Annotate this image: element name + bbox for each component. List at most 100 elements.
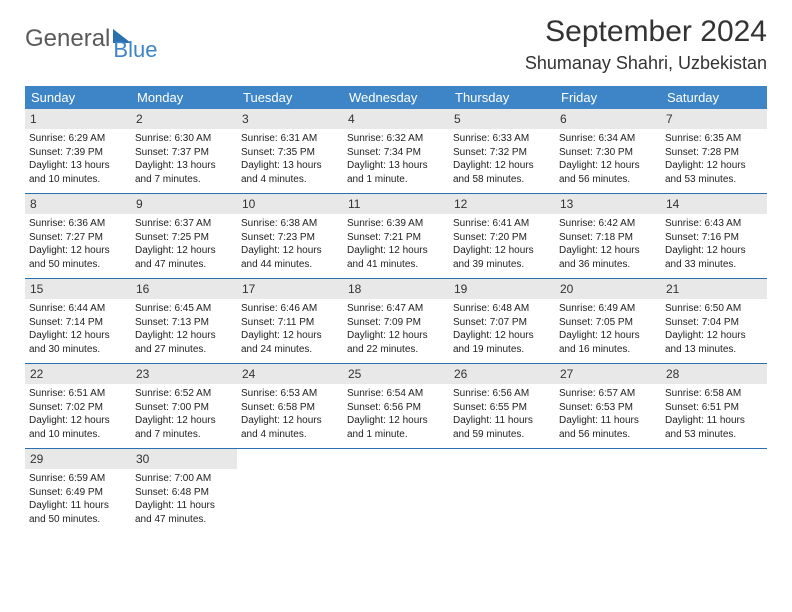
day-cell: 9Sunrise: 6:37 AMSunset: 7:25 PMDaylight… — [131, 194, 237, 278]
empty-cell — [449, 449, 555, 533]
daylight-text: and 27 minutes. — [135, 343, 233, 357]
daylight-text: and 50 minutes. — [29, 513, 127, 527]
sunset-text: Sunset: 7:39 PM — [29, 146, 127, 160]
day-header-row: Sunday Monday Tuesday Wednesday Thursday… — [25, 86, 767, 109]
daylight-text: and 4 minutes. — [241, 173, 339, 187]
week-row: 1Sunrise: 6:29 AMSunset: 7:39 PMDaylight… — [25, 109, 767, 194]
day-cell: 21Sunrise: 6:50 AMSunset: 7:04 PMDayligh… — [661, 279, 767, 363]
daylight-text: Daylight: 11 hours — [29, 499, 127, 513]
day-header: Friday — [555, 86, 661, 109]
sunset-text: Sunset: 6:49 PM — [29, 486, 127, 500]
sunrise-text: Sunrise: 6:35 AM — [665, 132, 763, 146]
daylight-text: Daylight: 12 hours — [665, 159, 763, 173]
weeks-container: 1Sunrise: 6:29 AMSunset: 7:39 PMDaylight… — [25, 109, 767, 533]
daylight-text: Daylight: 12 hours — [135, 414, 233, 428]
sunrise-text: Sunrise: 6:33 AM — [453, 132, 551, 146]
sunset-text: Sunset: 7:04 PM — [665, 316, 763, 330]
daylight-text: and 56 minutes. — [559, 428, 657, 442]
daylight-text: and 30 minutes. — [29, 343, 127, 357]
daylight-text: and 1 minute. — [347, 173, 445, 187]
day-cell: 1Sunrise: 6:29 AMSunset: 7:39 PMDaylight… — [25, 109, 131, 193]
sunset-text: Sunset: 7:11 PM — [241, 316, 339, 330]
sunrise-text: Sunrise: 6:39 AM — [347, 217, 445, 231]
daylight-text: and 1 minute. — [347, 428, 445, 442]
day-cell: 3Sunrise: 6:31 AMSunset: 7:35 PMDaylight… — [237, 109, 343, 193]
sunrise-text: Sunrise: 7:00 AM — [135, 472, 233, 486]
sunset-text: Sunset: 7:07 PM — [453, 316, 551, 330]
daylight-text: and 10 minutes. — [29, 428, 127, 442]
day-cell: 18Sunrise: 6:47 AMSunset: 7:09 PMDayligh… — [343, 279, 449, 363]
daylight-text: Daylight: 12 hours — [29, 329, 127, 343]
day-cell: 6Sunrise: 6:34 AMSunset: 7:30 PMDaylight… — [555, 109, 661, 193]
sunrise-text: Sunrise: 6:53 AM — [241, 387, 339, 401]
day-number: 1 — [25, 109, 131, 129]
daylight-text: and 50 minutes. — [29, 258, 127, 272]
day-number: 19 — [449, 279, 555, 299]
day-cell: 16Sunrise: 6:45 AMSunset: 7:13 PMDayligh… — [131, 279, 237, 363]
day-number: 2 — [131, 109, 237, 129]
daylight-text: and 47 minutes. — [135, 258, 233, 272]
day-number: 3 — [237, 109, 343, 129]
day-header: Thursday — [449, 86, 555, 109]
calendar: Sunday Monday Tuesday Wednesday Thursday… — [25, 86, 767, 533]
sunset-text: Sunset: 7:00 PM — [135, 401, 233, 415]
sunset-text: Sunset: 7:13 PM — [135, 316, 233, 330]
daylight-text: and 58 minutes. — [453, 173, 551, 187]
sunrise-text: Sunrise: 6:58 AM — [665, 387, 763, 401]
empty-cell — [237, 449, 343, 533]
daylight-text: Daylight: 12 hours — [241, 244, 339, 258]
week-row: 29Sunrise: 6:59 AMSunset: 6:49 PMDayligh… — [25, 449, 767, 533]
sunrise-text: Sunrise: 6:42 AM — [559, 217, 657, 231]
daylight-text: and 44 minutes. — [241, 258, 339, 272]
daylight-text: Daylight: 11 hours — [453, 414, 551, 428]
daylight-text: and 56 minutes. — [559, 173, 657, 187]
day-number: 28 — [661, 364, 767, 384]
daylight-text: and 22 minutes. — [347, 343, 445, 357]
daylight-text: Daylight: 11 hours — [665, 414, 763, 428]
day-number: 21 — [661, 279, 767, 299]
day-number: 22 — [25, 364, 131, 384]
sunset-text: Sunset: 7:30 PM — [559, 146, 657, 160]
daylight-text: and 33 minutes. — [665, 258, 763, 272]
empty-cell — [661, 449, 767, 533]
daylight-text: and 13 minutes. — [665, 343, 763, 357]
sunrise-text: Sunrise: 6:45 AM — [135, 302, 233, 316]
daylight-text: Daylight: 12 hours — [241, 329, 339, 343]
title-block: September 2024 Shumanay Shahri, Uzbekist… — [525, 15, 767, 74]
daylight-text: and 7 minutes. — [135, 428, 233, 442]
sunrise-text: Sunrise: 6:41 AM — [453, 217, 551, 231]
sunset-text: Sunset: 6:55 PM — [453, 401, 551, 415]
daylight-text: and 19 minutes. — [453, 343, 551, 357]
empty-cell — [343, 449, 449, 533]
day-number: 9 — [131, 194, 237, 214]
daylight-text: Daylight: 12 hours — [559, 159, 657, 173]
day-number: 16 — [131, 279, 237, 299]
day-cell: 7Sunrise: 6:35 AMSunset: 7:28 PMDaylight… — [661, 109, 767, 193]
day-header: Tuesday — [237, 86, 343, 109]
daylight-text: Daylight: 12 hours — [559, 329, 657, 343]
day-header: Wednesday — [343, 86, 449, 109]
sunrise-text: Sunrise: 6:56 AM — [453, 387, 551, 401]
day-cell: 10Sunrise: 6:38 AMSunset: 7:23 PMDayligh… — [237, 194, 343, 278]
sunset-text: Sunset: 7:28 PM — [665, 146, 763, 160]
day-number: 10 — [237, 194, 343, 214]
day-cell: 13Sunrise: 6:42 AMSunset: 7:18 PMDayligh… — [555, 194, 661, 278]
sunrise-text: Sunrise: 6:46 AM — [241, 302, 339, 316]
sunset-text: Sunset: 7:37 PM — [135, 146, 233, 160]
sunset-text: Sunset: 7:23 PM — [241, 231, 339, 245]
day-cell: 24Sunrise: 6:53 AMSunset: 6:58 PMDayligh… — [237, 364, 343, 448]
daylight-text: Daylight: 12 hours — [453, 244, 551, 258]
day-cell: 15Sunrise: 6:44 AMSunset: 7:14 PMDayligh… — [25, 279, 131, 363]
daylight-text: Daylight: 13 hours — [135, 159, 233, 173]
daylight-text: Daylight: 12 hours — [665, 244, 763, 258]
daylight-text: Daylight: 12 hours — [347, 329, 445, 343]
day-cell: 23Sunrise: 6:52 AMSunset: 7:00 PMDayligh… — [131, 364, 237, 448]
daylight-text: and 7 minutes. — [135, 173, 233, 187]
day-number: 15 — [25, 279, 131, 299]
week-row: 8Sunrise: 6:36 AMSunset: 7:27 PMDaylight… — [25, 194, 767, 279]
daylight-text: and 47 minutes. — [135, 513, 233, 527]
week-row: 15Sunrise: 6:44 AMSunset: 7:14 PMDayligh… — [25, 279, 767, 364]
week-row: 22Sunrise: 6:51 AMSunset: 7:02 PMDayligh… — [25, 364, 767, 449]
sunset-text: Sunset: 6:48 PM — [135, 486, 233, 500]
day-cell: 30Sunrise: 7:00 AMSunset: 6:48 PMDayligh… — [131, 449, 237, 533]
